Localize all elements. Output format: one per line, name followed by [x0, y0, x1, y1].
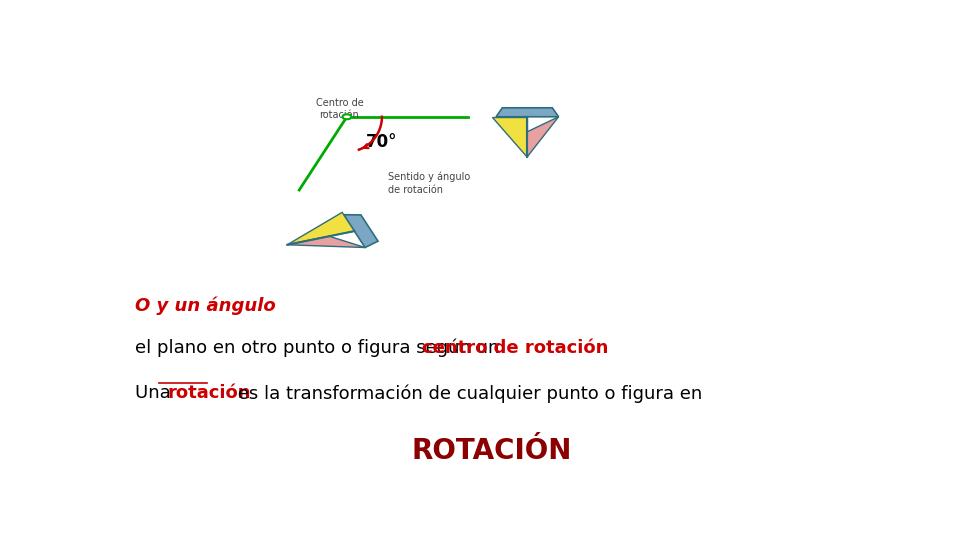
Text: Centro de
rotación: Centro de rotación: [316, 98, 363, 120]
Text: 70°: 70°: [366, 133, 397, 151]
Polygon shape: [527, 117, 559, 157]
Polygon shape: [344, 215, 378, 247]
Text: O y un ángulo: O y un ángulo: [134, 296, 276, 315]
Polygon shape: [496, 108, 559, 117]
Text: Sentido y ángulo
de rotación: Sentido y ángulo de rotación: [388, 172, 470, 195]
Polygon shape: [287, 236, 365, 247]
Polygon shape: [287, 212, 354, 245]
Text: Una: Una: [134, 384, 177, 402]
Text: es la transformación de cualquier punto o figura en: es la transformación de cualquier punto …: [231, 384, 702, 402]
Circle shape: [343, 114, 351, 119]
Text: centro de rotación: centro de rotación: [421, 339, 608, 356]
Text: rotación: rotación: [167, 384, 251, 402]
Text: ROTACIÓN: ROTACIÓN: [412, 437, 572, 465]
Text: el plano en otro punto o figura según un: el plano en otro punto o figura según un: [134, 338, 505, 357]
Polygon shape: [492, 117, 527, 157]
